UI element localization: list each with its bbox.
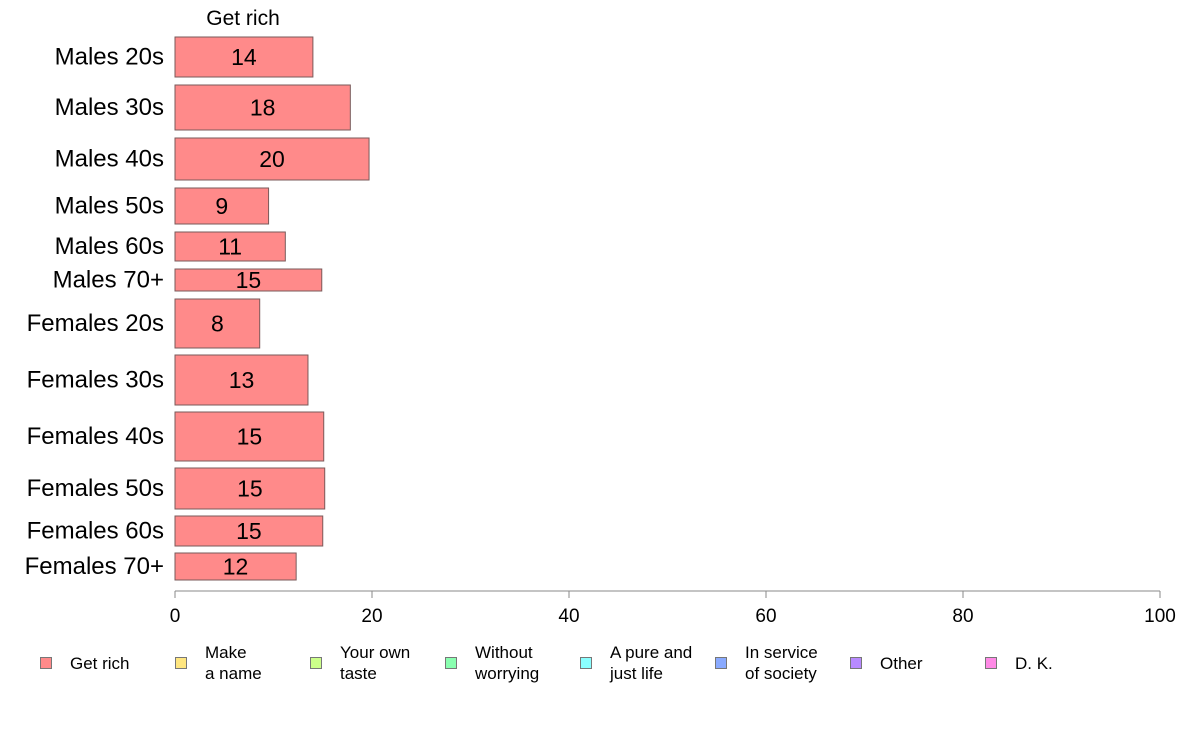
bar (174, 467, 326, 510)
legend-swatch (715, 657, 727, 669)
bar-value-label: 15 (236, 518, 262, 544)
category-label: Males 70+ (53, 267, 164, 294)
bar-value-label: 13 (229, 367, 255, 393)
x-tick-label: 80 (952, 606, 973, 627)
legend-item: Without worrying (445, 638, 539, 688)
bar-value-label: 8 (211, 311, 224, 337)
x-axis: 0 20 40 60 80 100 (170, 590, 1176, 627)
x-tick-label: 100 (1144, 606, 1176, 627)
bar-value-label: 12 (223, 554, 249, 580)
bar-value-label: 14 (231, 44, 257, 70)
legend-swatch (175, 657, 187, 669)
legend-label: Your own taste (340, 643, 411, 683)
legend-item: Get rich (40, 638, 130, 688)
category-label: Males 40s (55, 146, 164, 173)
legend-item: Make a name (175, 638, 262, 688)
bar-value-label: 9 (215, 193, 228, 219)
category-label: Females 30s (27, 367, 164, 394)
bar (174, 354, 309, 406)
bar-value-label: 15 (236, 267, 262, 293)
bar-value-label: 20 (259, 146, 285, 172)
category-label: Females 20s (27, 310, 164, 337)
legend-item: In service of society (715, 638, 818, 688)
bar (174, 515, 324, 547)
legend-item: Your own taste (310, 638, 410, 688)
legend-item: Other (850, 638, 923, 688)
legend-label: Without worrying (475, 643, 540, 683)
category-label: Males 30s (55, 94, 164, 121)
category-label: Females 60s (27, 518, 164, 545)
x-tick-label: 20 (361, 606, 382, 627)
legend-label: In service of society (745, 643, 818, 683)
legend-label: A pure and just life (610, 643, 693, 683)
category-label: Males 20s (55, 44, 164, 71)
legend-swatch (580, 657, 592, 669)
legend-label: Make a name (205, 643, 262, 683)
x-tick-label: 40 (558, 606, 579, 627)
bar (174, 268, 323, 292)
legend-swatch (445, 657, 457, 669)
legend-swatch (40, 657, 52, 669)
bar-chart: Get rich 14 Males 20s 18 Males 30s 20 Males 4… (25, 7, 1176, 627)
bar (174, 36, 314, 78)
bar (174, 552, 297, 581)
bars-group: 14 Males 20s 18 Males 30s 20 Males 40s 9 Males … (25, 36, 370, 581)
bar-value-label: 15 (237, 424, 263, 450)
series-title: Get rich (206, 7, 280, 30)
bar (174, 187, 270, 225)
x-tick-label: 60 (755, 606, 776, 627)
bar (174, 84, 351, 131)
legend-swatch (985, 657, 997, 669)
legend-label: D. K. (1015, 653, 1053, 673)
legend-label: Get rich (70, 653, 130, 673)
bar-value-label: 15 (237, 476, 263, 502)
legend-item: D. K. (985, 638, 1053, 688)
legend-swatch (310, 657, 322, 669)
legend-swatch (850, 657, 862, 669)
legend-item: A pure and just life (580, 638, 692, 688)
x-tick-label: 0 (170, 606, 181, 627)
bar (174, 231, 286, 262)
category-label: Males 50s (55, 193, 164, 220)
category-label: Males 60s (55, 233, 164, 260)
bar-value-label: 11 (218, 234, 242, 260)
category-label: Females 40s (27, 423, 164, 450)
legend: Get rich Make a name Your own taste Without… (0, 638, 1188, 698)
bar-value-label: 18 (250, 95, 276, 121)
category-label: Females 50s (27, 475, 164, 502)
category-label: Females 70+ (25, 553, 164, 580)
legend-label: Other (880, 653, 923, 673)
bar (174, 137, 370, 181)
bar (174, 411, 325, 462)
bar (174, 298, 261, 349)
